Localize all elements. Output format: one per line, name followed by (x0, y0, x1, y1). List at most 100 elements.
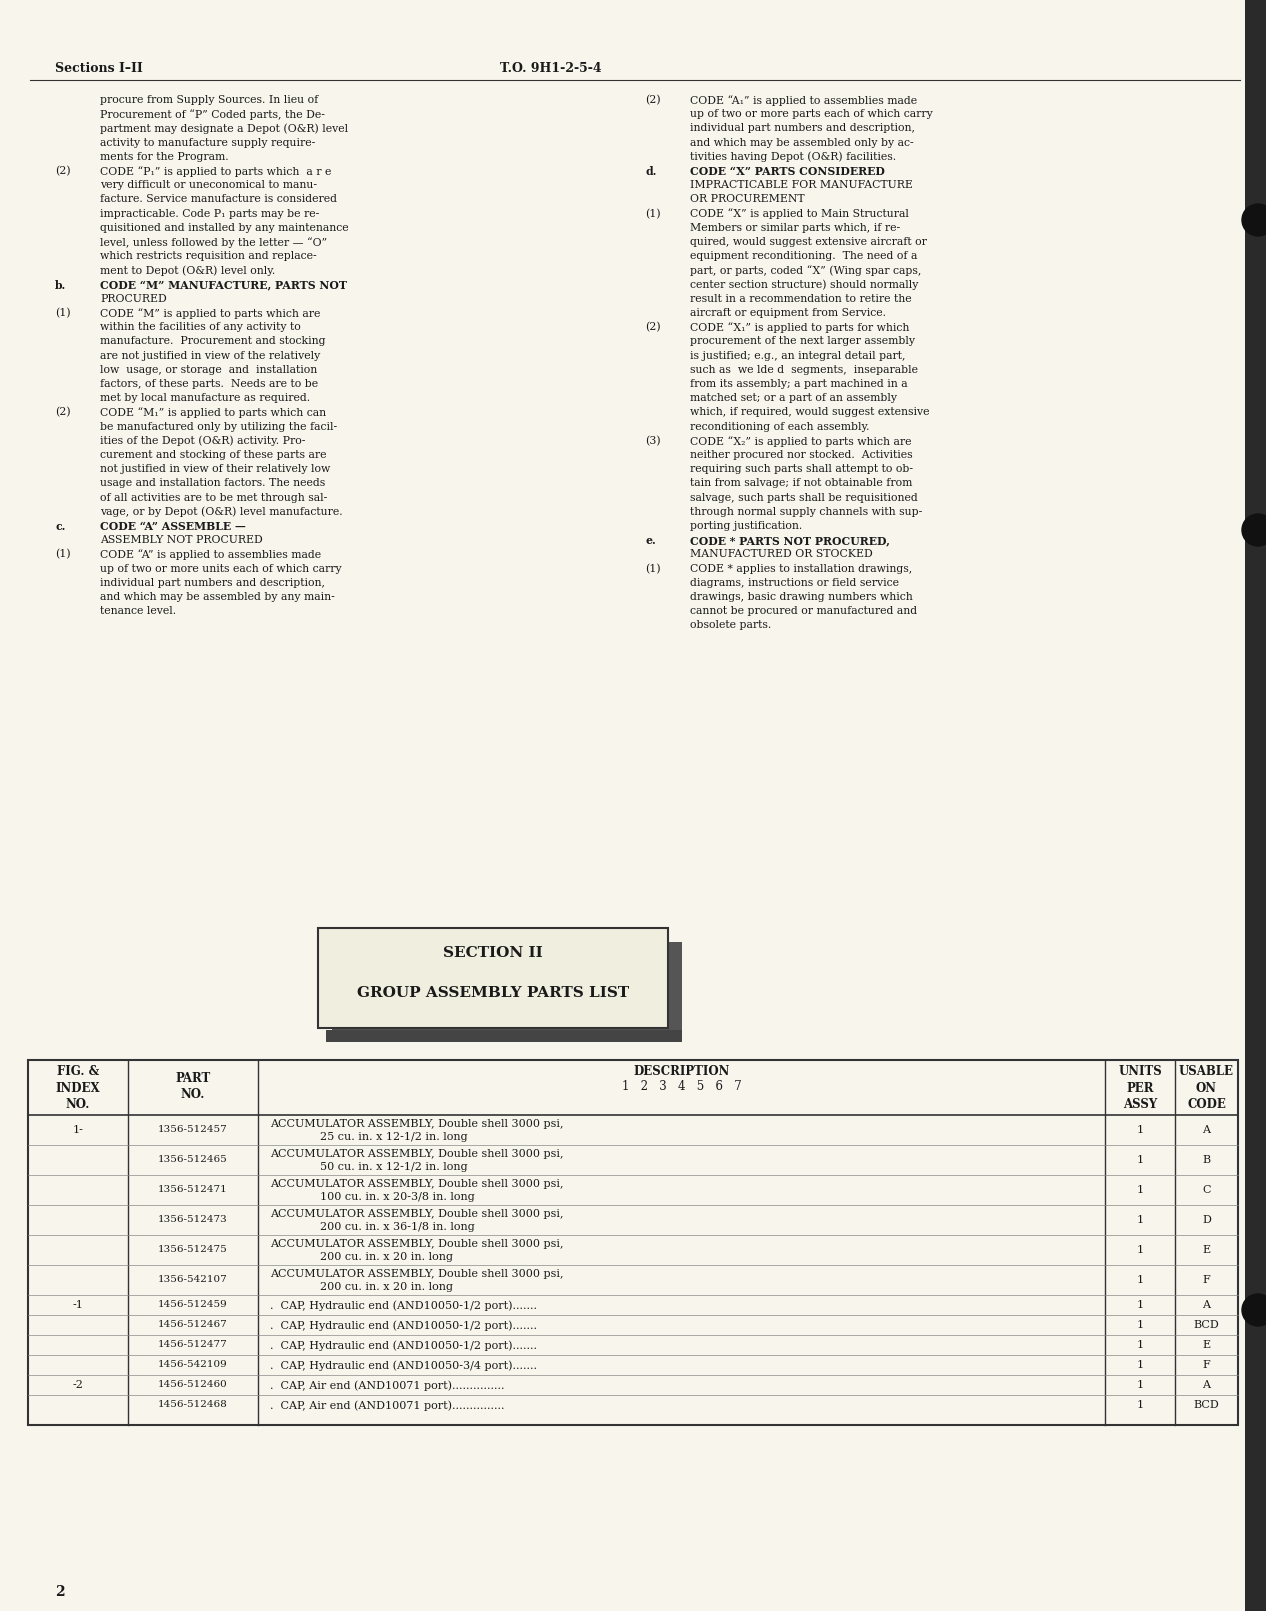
Circle shape (1242, 205, 1266, 235)
Text: B: B (1203, 1155, 1210, 1165)
Text: CODE “P₁” is applied to parts which  a r e: CODE “P₁” is applied to parts which a r … (100, 166, 332, 177)
Text: quisitioned and installed by any maintenance: quisitioned and installed by any mainten… (100, 222, 348, 234)
Text: porting justification.: porting justification. (690, 520, 803, 532)
Text: met by local manufacture as required.: met by local manufacture as required. (100, 393, 310, 403)
Bar (332, 942, 682, 1042)
Text: d.: d. (644, 166, 656, 177)
Text: facture. Service manufacture is considered: facture. Service manufacture is consider… (100, 195, 337, 205)
Text: c.: c. (54, 520, 66, 532)
Text: neither procured nor stocked.  Activities: neither procured nor stocked. Activities (690, 449, 913, 461)
Text: are not justified in view of the relatively: are not justified in view of the relativ… (100, 351, 320, 361)
Text: A: A (1203, 1381, 1210, 1390)
Bar (28, 1060, 1238, 1426)
Text: E: E (1203, 1340, 1210, 1350)
Text: manufacture.  Procurement and stocking: manufacture. Procurement and stocking (100, 337, 325, 346)
Text: be manufactured only by utilizing the facil-: be manufactured only by utilizing the fa… (100, 422, 337, 432)
Text: (2): (2) (644, 95, 661, 105)
Text: T.O. 9H1-2-5-4: T.O. 9H1-2-5-4 (500, 61, 601, 76)
Bar (327, 1029, 682, 1042)
Text: ACCUMULATOR ASSEMBLY, Double shell 3000 psi,: ACCUMULATOR ASSEMBLY, Double shell 3000 … (270, 1120, 563, 1129)
Text: GROUP ASSEMBLY PARTS LIST: GROUP ASSEMBLY PARTS LIST (357, 986, 629, 1000)
Text: tenance level.: tenance level. (100, 606, 176, 615)
Text: factors, of these parts.  Needs are to be: factors, of these parts. Needs are to be (100, 379, 318, 388)
Text: and which may be assembled by any main-: and which may be assembled by any main- (100, 591, 334, 603)
Text: OR PROCUREMENT: OR PROCUREMENT (690, 195, 805, 205)
Text: 200 cu. in. x 20 in. long: 200 cu. in. x 20 in. long (320, 1252, 453, 1261)
Text: A: A (1203, 1124, 1210, 1136)
Text: 1: 1 (1137, 1186, 1143, 1195)
Text: quired, would suggest extensive aircraft or: quired, would suggest extensive aircraft… (690, 237, 927, 246)
Text: level, unless followed by the letter — “O”: level, unless followed by the letter — “… (100, 237, 327, 248)
Text: A: A (1203, 1300, 1210, 1310)
Text: (3): (3) (644, 437, 661, 446)
Text: requiring such parts shall attempt to ob-: requiring such parts shall attempt to ob… (690, 464, 913, 474)
Text: impracticable. Code P₁ parts may be re-: impracticable. Code P₁ parts may be re- (100, 208, 319, 219)
Text: .  CAP, Hydraulic end (AND10050-1/2 port).......: . CAP, Hydraulic end (AND10050-1/2 port)… (270, 1300, 537, 1311)
Text: procurement of the next larger assembly: procurement of the next larger assembly (690, 337, 915, 346)
Text: diagrams, instructions or field service: diagrams, instructions or field service (690, 578, 899, 588)
Text: ities of the Depot (O&R) activity. Pro-: ities of the Depot (O&R) activity. Pro- (100, 437, 305, 446)
Text: not justified in view of their relatively low: not justified in view of their relativel… (100, 464, 330, 474)
Text: 2: 2 (54, 1585, 65, 1600)
Text: D: D (1201, 1215, 1212, 1224)
Text: ACCUMULATOR ASSEMBLY, Double shell 3000 psi,: ACCUMULATOR ASSEMBLY, Double shell 3000 … (270, 1269, 563, 1279)
Text: activity to manufacture supply require-: activity to manufacture supply require- (100, 137, 315, 148)
Text: .  CAP, Hydraulic end (AND10050-1/2 port).......: . CAP, Hydraulic end (AND10050-1/2 port)… (270, 1319, 537, 1331)
Text: from its assembly; a part machined in a: from its assembly; a part machined in a (690, 379, 908, 388)
Text: IMPRACTICABLE FOR MANUFACTURE: IMPRACTICABLE FOR MANUFACTURE (690, 180, 913, 190)
Text: .  CAP, Air end (AND10071 port)...............: . CAP, Air end (AND10071 port)..........… (270, 1400, 504, 1411)
Text: BCD: BCD (1194, 1319, 1219, 1331)
Text: drawings, basic drawing numbers which: drawings, basic drawing numbers which (690, 591, 913, 603)
Text: BCD: BCD (1194, 1400, 1219, 1410)
Text: partment may designate a Depot (O&R) level: partment may designate a Depot (O&R) lev… (100, 124, 348, 134)
Text: such as  we lde d  segments,  inseparable: such as we lde d segments, inseparable (690, 364, 918, 375)
Text: which restricts requisition and replace-: which restricts requisition and replace- (100, 251, 316, 261)
Text: ment to Depot (O&R) level only.: ment to Depot (O&R) level only. (100, 266, 275, 275)
Text: 1   2   3   4   5   6   7: 1 2 3 4 5 6 7 (622, 1079, 742, 1092)
Text: vage, or by Depot (O&R) level manufacture.: vage, or by Depot (O&R) level manufactur… (100, 507, 343, 517)
Text: CODE * applies to installation drawings,: CODE * applies to installation drawings, (690, 564, 913, 574)
Text: 1: 1 (1137, 1400, 1143, 1410)
Text: 1456-542109: 1456-542109 (158, 1360, 228, 1369)
Text: C: C (1203, 1186, 1210, 1195)
Circle shape (1242, 1294, 1266, 1326)
Text: within the facilities of any activity to: within the facilities of any activity to (100, 322, 301, 332)
Text: reconditioning of each assembly.: reconditioning of each assembly. (690, 422, 870, 432)
Text: Members or similar parts which, if re-: Members or similar parts which, if re- (690, 222, 900, 234)
Text: ACCUMULATOR ASSEMBLY, Double shell 3000 psi,: ACCUMULATOR ASSEMBLY, Double shell 3000 … (270, 1208, 563, 1220)
Text: E: E (1203, 1245, 1210, 1255)
Text: ACCUMULATOR ASSEMBLY, Double shell 3000 psi,: ACCUMULATOR ASSEMBLY, Double shell 3000 … (270, 1239, 563, 1249)
Text: F: F (1203, 1274, 1210, 1286)
Text: procure from Supply Sources. In lieu of: procure from Supply Sources. In lieu of (100, 95, 318, 105)
Text: center section structure) should normally: center section structure) should normall… (690, 280, 918, 290)
Text: USABLE
ON
CODE: USABLE ON CODE (1179, 1065, 1234, 1112)
Text: ments for the Program.: ments for the Program. (100, 151, 229, 161)
Text: 1: 1 (1137, 1360, 1143, 1369)
Text: which, if required, would suggest extensive: which, if required, would suggest extens… (690, 408, 929, 417)
Text: CODE “M” MANUFACTURE, PARTS NOT: CODE “M” MANUFACTURE, PARTS NOT (100, 280, 347, 290)
Text: 1: 1 (1137, 1124, 1143, 1136)
Text: ASSEMBLY NOT PROCURED: ASSEMBLY NOT PROCURED (100, 535, 263, 545)
Text: through normal supply channels with sup-: through normal supply channels with sup- (690, 507, 922, 517)
Text: 1356-512471: 1356-512471 (158, 1186, 228, 1194)
Text: individual part numbers and description,: individual part numbers and description, (100, 578, 325, 588)
Text: UNITS
PER
ASSY: UNITS PER ASSY (1118, 1065, 1162, 1112)
Text: up of two or more parts each of which carry: up of two or more parts each of which ca… (690, 110, 933, 119)
Text: Sections I–II: Sections I–II (54, 61, 143, 76)
Text: curement and stocking of these parts are: curement and stocking of these parts are (100, 449, 327, 461)
Text: obsolete parts.: obsolete parts. (690, 620, 771, 630)
Text: CODE “X” PARTS CONSIDERED: CODE “X” PARTS CONSIDERED (690, 166, 885, 177)
Text: 1456-512467: 1456-512467 (158, 1319, 228, 1329)
Text: 200 cu. in. x 36-1/8 in. long: 200 cu. in. x 36-1/8 in. long (320, 1223, 475, 1232)
Text: up of two or more units each of which carry: up of two or more units each of which ca… (100, 564, 342, 574)
Text: 100 cu. in. x 20-3/8 in. long: 100 cu. in. x 20-3/8 in. long (320, 1192, 475, 1202)
Text: (2): (2) (54, 408, 71, 417)
Text: and which may be assembled only by ac-: and which may be assembled only by ac- (690, 137, 914, 148)
Text: 1456-512468: 1456-512468 (158, 1400, 228, 1410)
Text: 1456-512460: 1456-512460 (158, 1381, 228, 1389)
Text: usage and installation factors. The needs: usage and installation factors. The need… (100, 478, 325, 488)
Text: CODE “A” ASSEMBLE —: CODE “A” ASSEMBLE — (100, 520, 246, 532)
Text: 1456-512459: 1456-512459 (158, 1300, 228, 1310)
Text: 50 cu. in. x 12-1/2 in. long: 50 cu. in. x 12-1/2 in. long (320, 1162, 467, 1171)
Text: (1): (1) (644, 208, 661, 219)
